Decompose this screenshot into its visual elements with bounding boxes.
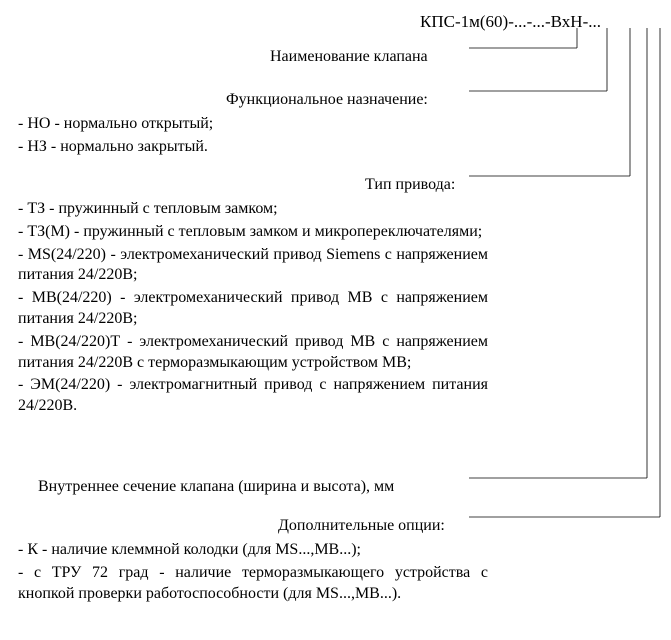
drive-type-item: - ТЗ(М) - пружинный с тепловым замком и … [18, 222, 488, 243]
functional-item: - НО - нормально открытый; [18, 114, 488, 135]
drive-type-label: Тип привода: [365, 176, 455, 194]
functional-item: - НЗ - нормально закрытый. [18, 137, 488, 158]
drive-type-items: - ТЗ - пружинный с тепловым замком; - ТЗ… [18, 197, 488, 417]
naming-label: Наименование клапана [270, 48, 428, 66]
drive-type-item: - МВ(24/220) - электромеханический приво… [18, 288, 488, 330]
product-code: КПС-1м(60)-...-...-ВхН-... [420, 12, 601, 32]
options-item: - К - наличие клеммной колодки (для MS..… [18, 540, 488, 561]
drive-type-item: - MS(24/220) - электромеханический приво… [18, 245, 488, 287]
drive-type-item: - ЭМ(24/220) - электромагнитный привод с… [18, 375, 488, 417]
functional-label: Функциональное назначение: [226, 91, 428, 109]
options-items: - К - наличие клеммной колодки (для MS..… [18, 538, 488, 604]
cross-section-label: Внутреннее сечение клапана (ширина и выс… [38, 478, 394, 496]
drive-type-item: - ТЗ - пружинный с тепловым замком; [18, 199, 488, 220]
drive-type-item: - МВ(24/220)Т - электромеханический прив… [18, 332, 488, 374]
functional-items: - НО - нормально открытый; - НЗ - нормал… [18, 112, 488, 158]
options-label: Дополнительные опции: [278, 517, 445, 535]
options-item: - с ТРУ 72 град - наличие терморазмыкающ… [18, 563, 488, 605]
